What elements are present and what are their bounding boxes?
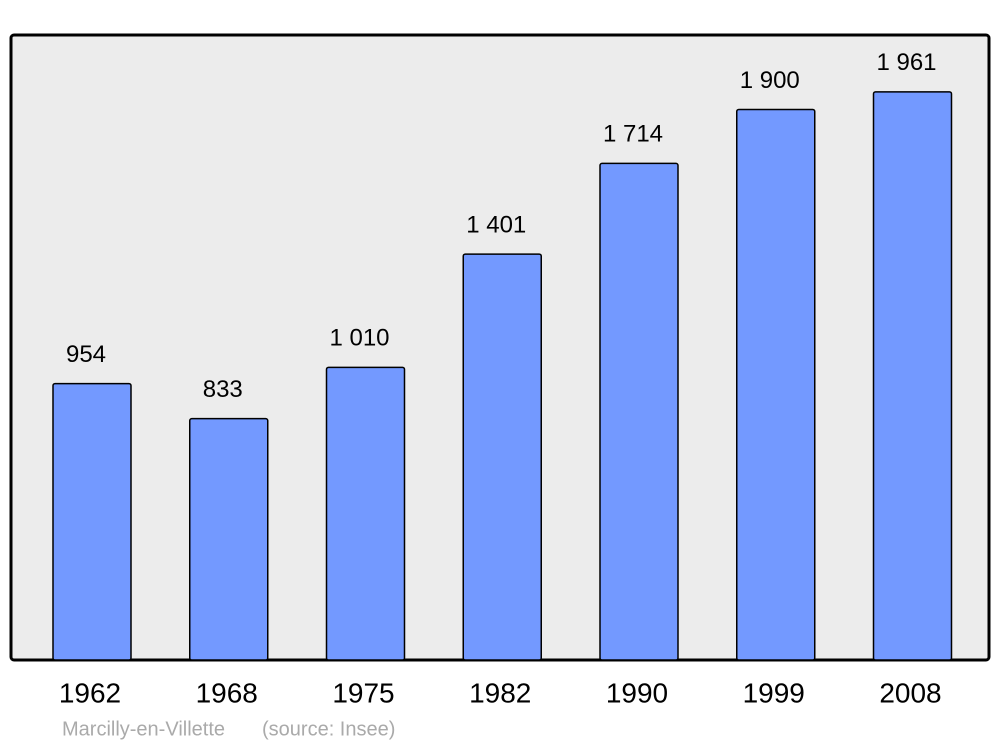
x-tick-label: 1975	[332, 677, 394, 708]
bar	[325, 366, 406, 661]
value-label: 1 401	[466, 211, 526, 238]
bar	[736, 108, 816, 661]
bar	[872, 91, 953, 661]
value-label: 954	[66, 341, 106, 368]
x-tick-label: 2008	[879, 677, 941, 708]
value-label: 1 714	[603, 121, 663, 148]
bars: 954 1962 833 1968 1 010 1975 1 401 1982 1 714 199…	[52, 49, 953, 708]
x-tick-label: 1962	[59, 677, 121, 708]
x-tick-label: 1999	[743, 677, 805, 708]
x-tick-label: 1968	[196, 677, 258, 708]
value-label: 1 961	[876, 49, 936, 76]
value-label: 1 900	[740, 67, 800, 94]
bar	[189, 417, 269, 661]
value-label: 833	[203, 376, 243, 403]
value-label: 1 010	[329, 325, 389, 352]
bar	[52, 382, 132, 661]
x-tick-label: 1990	[606, 677, 668, 708]
bar	[599, 162, 679, 661]
source: (source: Insee)	[262, 718, 395, 740]
x-tick-label: 1982	[469, 677, 531, 708]
bar	[462, 253, 542, 661]
caption: Marcilly-en-Villette	[62, 718, 225, 740]
